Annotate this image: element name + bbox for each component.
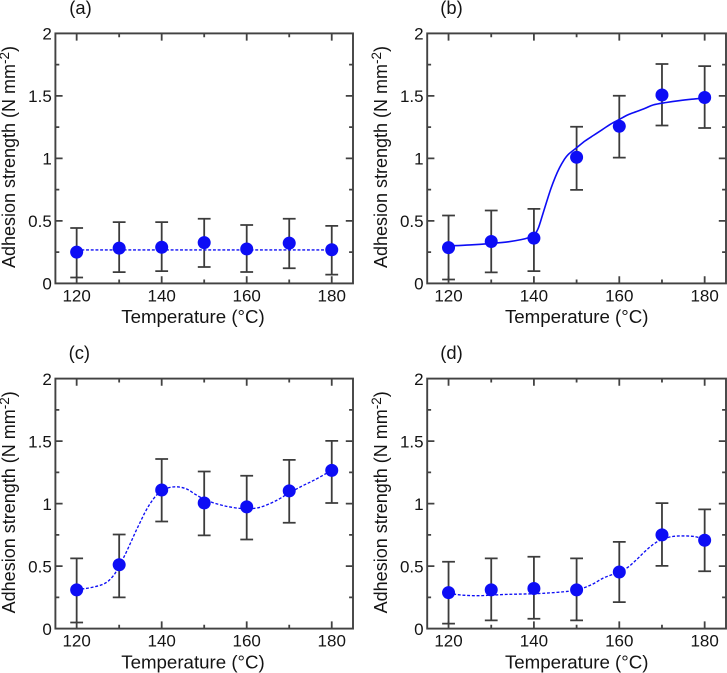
svg-text:2: 2 [42,370,51,389]
svg-text:160: 160 [233,632,261,651]
svg-text:0.5: 0.5 [28,557,52,576]
svg-text:180: 180 [690,632,718,651]
svg-text:(d): (d) [440,342,462,363]
svg-text:1: 1 [414,495,423,514]
svg-text:Adhesion strength (N mm-2): Adhesion strength (N mm-2) [369,46,391,268]
svg-text:2: 2 [414,370,423,389]
svg-text:160: 160 [233,286,261,305]
svg-text:Temperature (°C): Temperature (°C) [505,651,649,672]
svg-text:140: 140 [148,286,176,305]
svg-text:1.5: 1.5 [28,432,52,451]
svg-text:1: 1 [42,495,51,514]
svg-text:Temperature (°C): Temperature (°C) [505,306,649,327]
svg-text:0: 0 [414,275,423,294]
svg-text:140: 140 [520,632,548,651]
svg-text:180: 180 [690,286,718,305]
svg-text:(b): (b) [440,0,462,18]
svg-text:1.5: 1.5 [400,87,424,106]
svg-text:180: 180 [318,632,346,651]
svg-text:120: 120 [434,286,462,305]
svg-text:140: 140 [520,286,548,305]
svg-text:0.5: 0.5 [400,557,424,576]
svg-text:(c): (c) [69,342,90,363]
svg-text:Adhesion strength (N mm-2): Adhesion strength (N mm-2) [369,391,391,613]
svg-text:0.5: 0.5 [400,212,424,231]
svg-text:160: 160 [605,632,633,651]
svg-text:180: 180 [318,286,346,305]
svg-text:0: 0 [42,275,51,294]
svg-text:1.5: 1.5 [28,87,52,106]
svg-text:1: 1 [414,150,423,169]
svg-text:Adhesion strength (N mm-2): Adhesion strength (N mm-2) [0,46,19,268]
svg-text:Temperature (°C): Temperature (°C) [121,651,265,672]
svg-text:120: 120 [62,286,90,305]
svg-text:1: 1 [42,150,51,169]
svg-text:0.5: 0.5 [28,212,52,231]
svg-text:160: 160 [605,286,633,305]
svg-text:120: 120 [434,632,462,651]
svg-text:0: 0 [42,620,51,639]
svg-text:2: 2 [42,25,51,44]
svg-text:120: 120 [62,632,90,651]
svg-text:2: 2 [414,25,423,44]
svg-text:0: 0 [414,620,423,639]
svg-text:1.5: 1.5 [400,432,424,451]
svg-text:Adhesion strength (N mm-2): Adhesion strength (N mm-2) [0,391,19,613]
svg-text:Temperature (°C): Temperature (°C) [121,306,265,327]
svg-text:140: 140 [148,632,176,651]
svg-text:(a): (a) [69,0,91,18]
